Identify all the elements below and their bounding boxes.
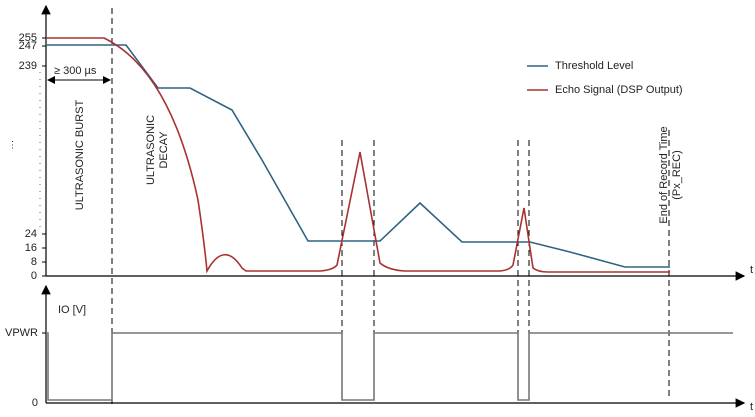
y-tick-label: 255 [19,32,37,44]
decay-label: ULTRASONIC [145,115,157,185]
duration-label: ≥ 300 µs [54,65,97,77]
y-tick-label: 16 [25,242,37,254]
burst-label: ULTRASONIC BURST [74,100,86,211]
legend-label: Echo Signal (DSP Output) [555,84,683,96]
y-tick-label: 247 [19,40,37,52]
x-axis-label: t [750,264,753,276]
y-tick-label: 0 [31,270,37,282]
echo-curve [46,37,670,274]
io-signal [46,332,733,401]
record-label: End of Record Time [658,126,670,223]
legend-label: Threshold Level [555,60,633,72]
decay-label: DECAY [158,131,170,169]
y-tick-label: 239 [19,60,37,72]
y-axis-label: IO [V] [58,304,86,316]
y-tick-label: 0 [32,397,38,409]
y-tick-label: VPWR [5,327,38,339]
y-tick-label: 24 [25,228,37,240]
ellipsis: ⋮ [8,139,17,149]
record-label: (Px_REC) [671,150,683,200]
y-tick-label: 8 [31,256,37,268]
x-axis-label: t [750,401,753,413]
threshold-curve [46,44,670,268]
